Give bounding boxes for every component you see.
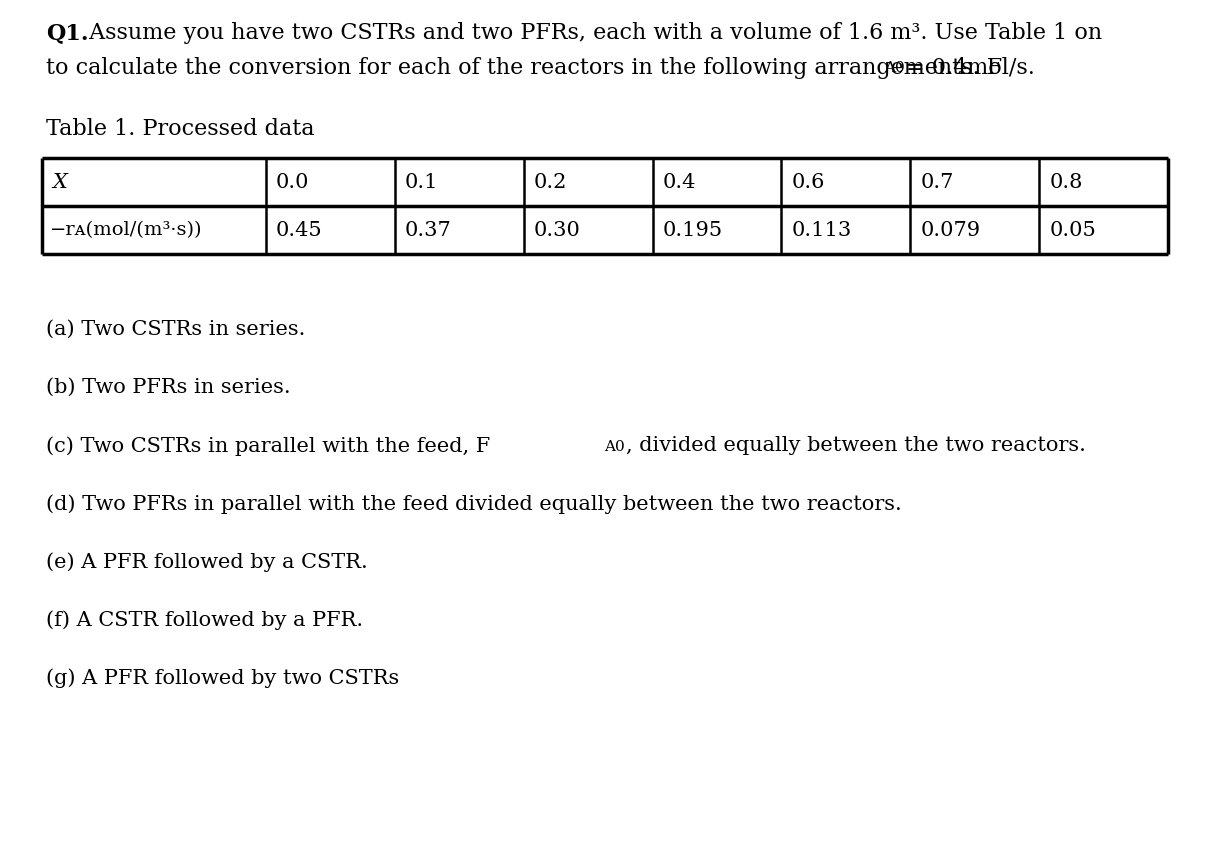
Text: = 0.4mol/s.: = 0.4mol/s. — [906, 57, 1035, 79]
Text: (e) A PFR followed by a CSTR.: (e) A PFR followed by a CSTR. — [46, 552, 368, 572]
Text: 0.37: 0.37 — [405, 220, 451, 239]
Text: 0.113: 0.113 — [791, 220, 852, 239]
Text: 0.45: 0.45 — [276, 220, 323, 239]
Text: A0: A0 — [604, 440, 624, 454]
Text: , divided equally between the two reactors.: , divided equally between the two reacto… — [626, 436, 1085, 455]
Text: 0.6: 0.6 — [791, 172, 825, 192]
Text: 0.05: 0.05 — [1049, 220, 1096, 239]
Text: A0: A0 — [885, 61, 905, 75]
Text: 0.195: 0.195 — [663, 220, 722, 239]
Text: (c) Two CSTRs in parallel with the feed, F: (c) Two CSTRs in parallel with the feed,… — [46, 436, 490, 455]
Text: Q1.: Q1. — [46, 22, 88, 44]
Text: (b) Two PFRs in series.: (b) Two PFRs in series. — [46, 378, 290, 397]
Text: −rᴀ(mol/(m³·s)): −rᴀ(mol/(m³·s)) — [50, 221, 202, 239]
Text: Table 1. Processed data: Table 1. Processed data — [46, 118, 315, 140]
Text: (d) Two PFRs in parallel with the feed divided equally between the two reactors.: (d) Two PFRs in parallel with the feed d… — [46, 494, 901, 514]
Text: 0.1: 0.1 — [405, 172, 438, 192]
Text: to calculate the conversion for each of the reactors in the following arrangemen: to calculate the conversion for each of … — [46, 57, 1002, 79]
Text: (a) Two CSTRs in series.: (a) Two CSTRs in series. — [46, 320, 305, 339]
Text: (f) A CSTR followed by a PFR.: (f) A CSTR followed by a PFR. — [46, 610, 363, 630]
Text: 0.0: 0.0 — [276, 172, 310, 192]
Text: 0.30: 0.30 — [534, 220, 581, 239]
Text: 0.8: 0.8 — [1049, 172, 1083, 192]
Text: 0.079: 0.079 — [921, 220, 980, 239]
Text: Assume you have two CSTRs and two PFRs, each with a volume of 1.6 m³. Use Table : Assume you have two CSTRs and two PFRs, … — [82, 22, 1102, 44]
Text: (g) A PFR followed by two CSTRs: (g) A PFR followed by two CSTRs — [46, 668, 399, 688]
Text: X: X — [52, 172, 67, 192]
Text: 0.4: 0.4 — [663, 172, 696, 192]
Text: 0.2: 0.2 — [534, 172, 567, 192]
Text: 0.7: 0.7 — [921, 172, 953, 192]
